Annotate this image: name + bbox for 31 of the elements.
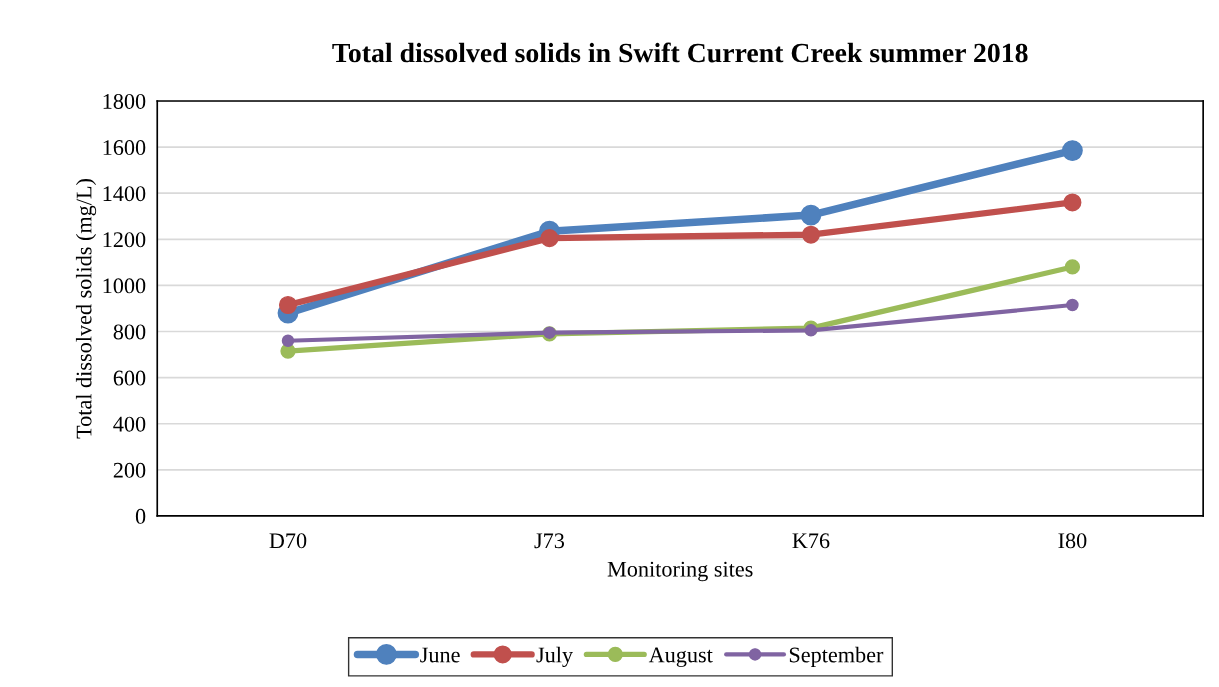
y-tick-label: 600 <box>113 370 146 386</box>
y-tick-label: 1000 <box>103 278 146 294</box>
chart-title: Total dissolved solids in Swift Current Creek summer 2018 <box>332 42 1028 63</box>
point <box>281 334 295 347</box>
legend-label: August <box>648 647 713 667</box>
y-tick-label: 800 <box>113 324 146 340</box>
point <box>1063 193 1082 212</box>
y-tick-label: 1400 <box>103 186 146 202</box>
x-tick-label: J73 <box>534 533 565 549</box>
y-tick-label: 400 <box>113 416 146 432</box>
y-axis-title: Total dissolved solids (mg/L) <box>75 179 97 439</box>
y-tick-label: 1600 <box>103 140 146 156</box>
legend-label: September <box>789 646 884 667</box>
point <box>1061 140 1083 161</box>
x-tick-label: K76 <box>792 533 830 549</box>
y-tick-label: 1800 <box>103 93 146 109</box>
y-tick-label: 200 <box>113 462 146 478</box>
legend-label: June <box>420 647 460 663</box>
x-tick-label: I80 <box>1058 533 1087 549</box>
point <box>800 204 822 226</box>
y-tick-label: 0 <box>135 508 146 524</box>
y-tick-label: 1200 <box>103 232 146 248</box>
point <box>540 229 559 248</box>
x-tick-label: D70 <box>269 533 307 549</box>
point <box>1064 259 1081 275</box>
point <box>1066 298 1079 312</box>
point <box>804 324 818 337</box>
x-axis-title: Monitoring sites <box>607 561 753 582</box>
legend-label: July <box>536 646 573 667</box>
point <box>801 225 820 244</box>
point <box>278 295 298 315</box>
